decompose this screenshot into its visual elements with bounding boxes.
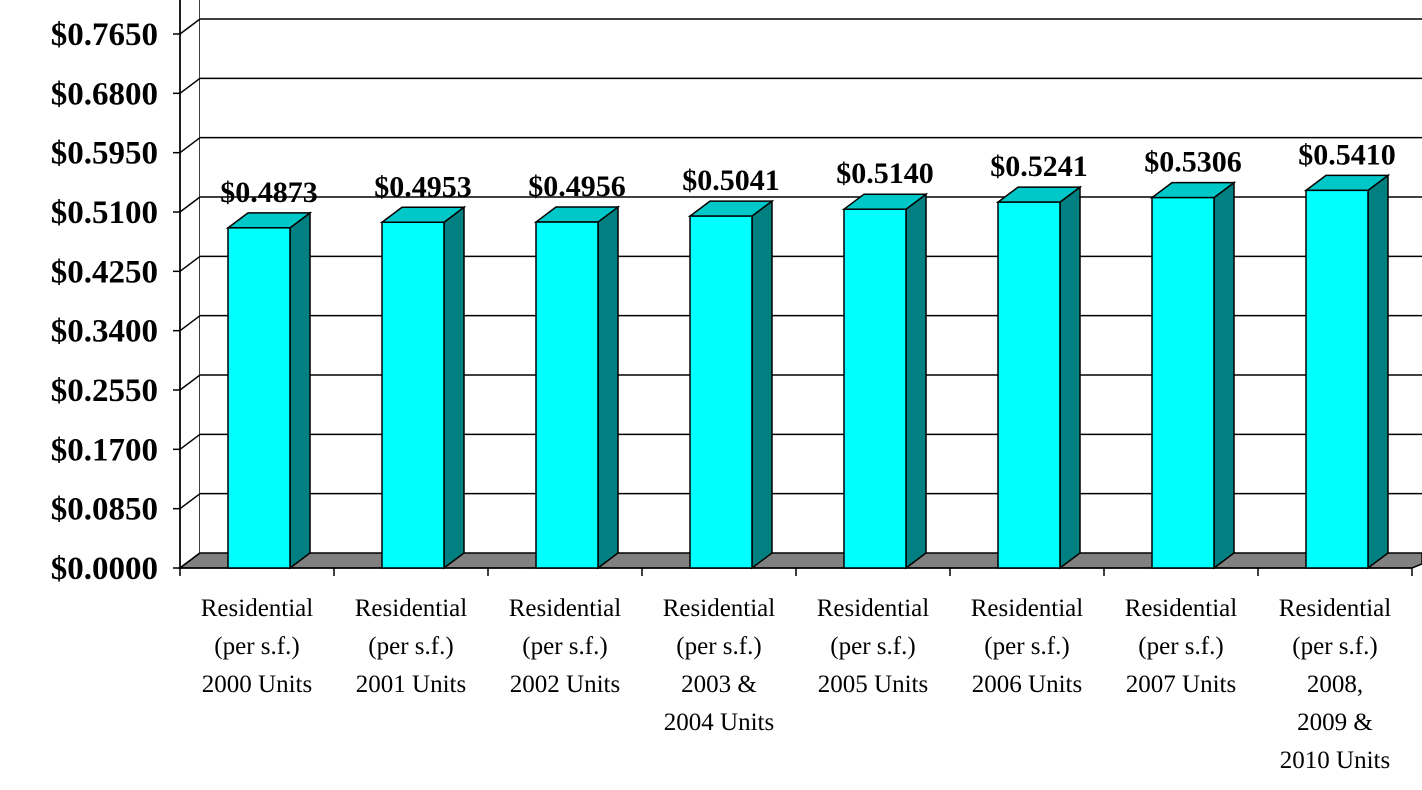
y-tick-label: $0.2550 [51,373,158,409]
x-tick-label-line: 2004 Units [664,709,774,736]
bar-side [289,211,311,570]
x-tick-label-line: (per s.f.) [1138,633,1223,660]
y-tick-label: $0.1700 [51,432,158,468]
x-tick-label-line: 2006 Units [972,671,1082,698]
data-label: $0.4873 [220,176,318,209]
x-tick-label: Residential (per s.f.) 2008, 2009 & 2010 Uni… [1279,595,1392,774]
x-tick-label-line: Residential [1279,595,1392,622]
x-tick-label-line: (per s.f.) [368,633,453,660]
x-tick-label-line: 2009 & [1297,709,1373,736]
x-tick-label-line: Residential [355,595,468,622]
gridline-side [179,77,201,94]
y-tick-label: $0.5100 [51,195,158,231]
bar [843,208,907,569]
x-tick-label-line: (per s.f.) [984,633,1069,660]
bar-side [751,199,773,570]
x-tick-label-line: 2007 Units [1126,671,1236,698]
y-tick-label: $0.7650 [51,17,158,53]
gridline-side [179,137,201,154]
bar-side [1059,185,1081,570]
x-tick-label-line: (per s.f.) [214,633,299,660]
x-tick-label-line: 2008, [1307,671,1363,698]
data-label: $0.5041 [682,164,780,197]
bar-side [1213,181,1235,570]
x-tick-label-line: 2010 Units [1280,747,1390,774]
x-tick-label: Residential (per s.f.) 2001 Units [355,595,468,698]
x-tick-label: Residential (per s.f.) 2006 Units [971,595,1084,698]
x-tick-label-line: (per s.f.) [522,633,607,660]
bar-side [1367,173,1389,570]
y-tick-label: $0.3400 [51,314,158,350]
data-label: $0.4953 [374,170,472,203]
data-labels: $0.4873 $0.4953 $0.4956 $0.5041 $0.5140 $0.52… [220,138,1396,208]
bar [689,215,753,569]
bar-side [905,192,927,570]
x-tick-label-line: (per s.f.) [676,633,761,660]
bar [227,227,291,569]
y-tick-label: $0.4250 [51,254,158,290]
x-tick-label: Residential (per s.f.) 2007 Units [1125,595,1238,698]
data-label: $0.5241 [990,150,1088,183]
bar-side [597,205,619,570]
x-tick-label-line: Residential [1125,595,1238,622]
x-tick-label-line: 2001 Units [356,671,466,698]
bar [997,201,1061,569]
y-tick-label: $0.0850 [51,492,158,528]
x-tick-label: Residential (per s.f.) 2002 Units [509,595,622,698]
x-tick-label-line: Residential [201,595,314,622]
x-tick-label-line: 2002 Units [510,671,620,698]
x-tick-label-line: 2000 Units [202,671,312,698]
x-tick-label-line: Residential [663,595,776,622]
x-tick-label-line: (per s.f.) [830,633,915,660]
gridline-side [179,493,201,510]
gridline-side [179,433,201,450]
x-tick-label-line: Residential [509,595,622,622]
bar [1151,196,1215,569]
data-label: $0.5140 [836,157,934,190]
gridline-side [179,374,201,391]
bar [1305,189,1369,569]
y-axis-labels: $0.0000 $0.0850 $0.1700 $0.2550 $0.3400 $0.42… [51,17,158,587]
bars [225,173,1391,570]
bar [381,221,445,569]
x-tick-label: Residential (per s.f.) 2003 & 2004 Units [663,595,776,736]
x-axis-labels: Residential (per s.f.) 2000 UnitsResidenti… [201,595,1392,774]
bar [535,221,599,569]
x-tick-label: Residential (per s.f.) 2005 Units [817,595,930,698]
gridline-side [179,315,201,332]
gridline-side [179,255,201,272]
x-tick-label: Residential (per s.f.) 2000 Units [201,595,314,698]
y-tick-label: $0.5950 [51,136,158,172]
data-label: $0.5410 [1298,138,1396,171]
floor-plane [177,552,1422,569]
y-tick-label: $0.6800 [51,76,158,112]
bar-side [443,205,465,570]
data-label: $0.4956 [528,170,626,203]
x-tick-label-line: Residential [817,595,930,622]
chart-walls [179,0,1422,570]
x-tick-label-line: Residential [971,595,1084,622]
x-tick-label-line: 2005 Units [818,671,928,698]
gridline-side [179,18,201,35]
x-tick-label-line: 2003 & [681,671,757,698]
gridline-side [179,196,201,213]
y-tick-label: $0.0000 [51,551,158,587]
x-tick-label-line: (per s.f.) [1292,633,1377,660]
chart-floor [177,552,1422,569]
data-label: $0.5306 [1144,146,1242,179]
